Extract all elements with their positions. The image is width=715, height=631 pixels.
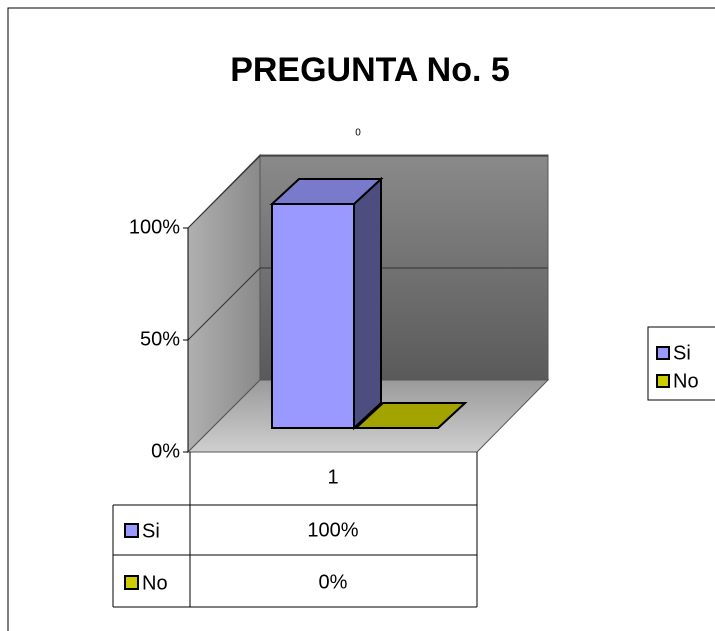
legend-label: No (673, 370, 699, 392)
table-cells: 1 Si 100% No 0% (124, 466, 359, 594)
data-table (112, 452, 478, 608)
bar (269, 176, 384, 431)
table-value: 0% (319, 571, 348, 593)
bar (353, 402, 468, 429)
table-key (124, 575, 139, 590)
table-row-label: No (142, 572, 168, 594)
bar-side (353, 176, 382, 431)
y-tick-label: 50% (140, 328, 180, 350)
grid-line (187, 267, 548, 341)
x-tick-label: 1 (327, 466, 338, 488)
legend-label: Si (673, 342, 691, 364)
y-tick-label: 0% (151, 440, 180, 462)
table-value: 100% (307, 519, 358, 541)
legend-swatch (656, 374, 670, 388)
bars (269, 176, 468, 431)
legend-swatch (656, 346, 670, 360)
chart-title: PREGUNTA No. 5 (230, 51, 510, 89)
annotation: 0 (355, 128, 361, 139)
grid (187, 155, 548, 341)
table-row-label: Si (142, 520, 160, 542)
y-tick-label: 100% (129, 216, 180, 238)
table-key (124, 523, 139, 538)
legend-entries: Si No (656, 342, 699, 392)
bar-front (271, 203, 355, 429)
bar-top (353, 402, 468, 429)
grid-line (187, 155, 548, 229)
